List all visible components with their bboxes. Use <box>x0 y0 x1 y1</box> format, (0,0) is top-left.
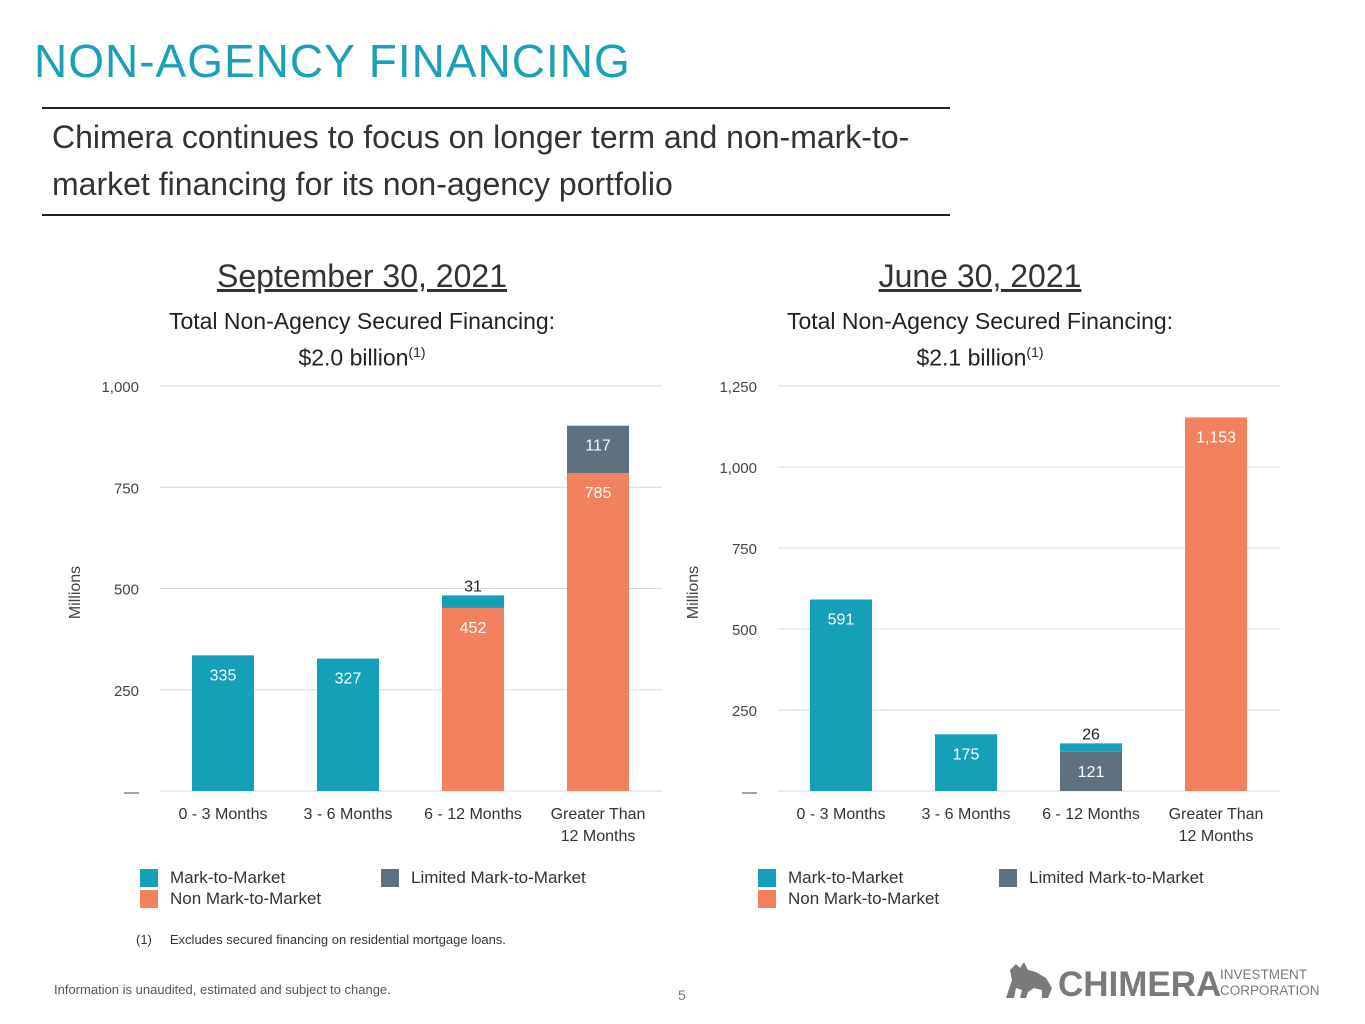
logo-tagline-line1: INVESTMENT <box>1220 967 1307 982</box>
x-tick-label: 3 - 6 Months <box>304 806 393 823</box>
legend-swatch-limited-mark-to-market <box>999 869 1017 887</box>
chart-subtitle-line1: Total Non-Agency Secured Financing: <box>786 308 1174 334</box>
data-label: 121 <box>1078 764 1105 781</box>
y-tick-label: 500 <box>114 582 139 599</box>
chart-june-2021: June 30, 2021 Total Non-Agency Secured F… <box>660 258 1300 858</box>
y-tick-label: 1,000 <box>719 460 757 477</box>
legend-label: Limited Mark-to-Market <box>1029 868 1204 887</box>
legend-item-limited-mark-to-market: Limited Mark-to-Market <box>381 868 586 888</box>
footnote-text: Excludes secured financing on residentia… <box>169 932 506 947</box>
chart-date: June 30, 2021 <box>878 258 1082 294</box>
y-tick-label: 750 <box>732 541 757 558</box>
chart-subtitle: Total Non-Agency Secured Financing: $2.0… <box>42 306 682 374</box>
chart-total: $2.0 billion <box>298 344 409 371</box>
x-tick-label: 3 - 6 Months <box>922 806 1011 823</box>
bar-non-mark-to-market <box>442 607 504 791</box>
y-axis-label: Millions <box>685 566 702 619</box>
x-tick-label: 12 Months <box>561 828 636 845</box>
legend-swatch-non-mark-to-market <box>140 890 158 908</box>
x-tick-label: 6 - 12 Months <box>424 806 522 823</box>
bar-mark-to-market <box>442 595 504 608</box>
legend-item-non-mark-to-market: Non Mark-to-Market <box>758 889 939 909</box>
legend-item-non-mark-to-market: Non Mark-to-Market <box>140 889 321 909</box>
legend-label: Non Mark-to-Market <box>788 889 940 908</box>
bar-mark-to-market <box>935 734 997 791</box>
data-label: 785 <box>585 485 612 502</box>
bar-limited-mark-to-market <box>567 425 629 474</box>
disclaimer: Information is unaudited, estimated and … <box>54 982 391 997</box>
page-title: NON-AGENCY FINANCING <box>34 35 631 87</box>
data-label: 117 <box>585 438 611 455</box>
chart-total: $2.1 billion <box>916 344 1027 371</box>
data-label: 1,153 <box>1196 429 1236 446</box>
y-tick-label: 500 <box>732 622 757 639</box>
bar-mark-to-market <box>1060 743 1122 752</box>
chart-date: September 30, 2021 <box>217 258 507 294</box>
footnote-number: (1) <box>136 932 152 947</box>
chart-september-2021: September 30, 2021 Total Non-Agency Secu… <box>42 258 682 858</box>
bar-limited-mark-to-market <box>1060 751 1122 791</box>
legend-label: Limited Mark-to-Market <box>411 868 586 887</box>
page-subtitle: Chimera continues to focus on longer ter… <box>52 119 910 202</box>
chart-subtitle: Total Non-Agency Secured Financing: $2.1… <box>660 306 1300 374</box>
title-top-rule <box>42 107 950 109</box>
chart-subtitle-line2: $2.0 billion(1) <box>42 337 682 374</box>
legend-swatch-mark-to-market <box>140 869 158 887</box>
x-tick-label: Greater Than <box>1169 806 1264 823</box>
chart-plot: — 250 500 750 1,000 Millions 335 0 - 3 Months 32… <box>67 379 662 845</box>
x-tick-label: 0 - 3 Months <box>179 806 268 823</box>
bar-non-mark-to-market <box>567 473 629 791</box>
legend-swatch-non-mark-to-market <box>758 890 776 908</box>
legend-item-limited-mark-to-market: Limited Mark-to-Market <box>999 868 1204 888</box>
footnote-ref: (1) <box>408 344 426 360</box>
data-label: 26 <box>1082 726 1100 743</box>
legend-label: Mark-to-Market <box>170 868 286 887</box>
data-label: 591 <box>828 612 855 629</box>
y-tick-label: 250 <box>114 683 139 700</box>
footnote: (1) Excludes secured financing on residen… <box>136 932 506 947</box>
y-axis-label: Millions <box>67 566 84 619</box>
x-tick-label: Greater Than <box>551 806 646 823</box>
bar-mark-to-market <box>317 658 379 791</box>
footnote-ref: (1) <box>1026 344 1044 360</box>
bar-non-mark-to-market <box>1185 417 1247 791</box>
data-label: 327 <box>335 671 362 688</box>
chimera-logo: CHIMERA INVESTMENT CORPORATION <box>1006 962 1320 1002</box>
chart-subtitle-line2: $2.1 billion(1) <box>660 337 1300 374</box>
logo-wordmark: CHIMERA <box>1058 965 1221 1002</box>
data-label: 452 <box>460 620 487 637</box>
legend-september-2021: Mark-to-Market Non Mark-to-Market Limite… <box>140 868 740 918</box>
page-number: 5 <box>678 987 686 1003</box>
title-bottom-rule <box>42 214 950 216</box>
x-tick-label: 6 - 12 Months <box>1042 806 1140 823</box>
chart-subtitle-line1: Total Non-Agency Secured Financing: <box>168 308 556 334</box>
x-tick-label: 12 Months <box>1179 828 1254 845</box>
legend-item-mark-to-market: Mark-to-Market <box>758 868 903 888</box>
legend-label: Mark-to-Market <box>788 868 904 887</box>
y-tick-label: 1,000 <box>101 379 139 396</box>
x-tick-label: 0 - 3 Months <box>797 806 886 823</box>
legend-item-mark-to-market: Mark-to-Market <box>140 868 285 888</box>
legend-label: Non Mark-to-Market <box>170 889 322 908</box>
bar-mark-to-market <box>192 655 254 791</box>
data-label: 175 <box>953 746 980 763</box>
chart-plot: — 250 500 750 1,000 1,250 Millions 591 0 - 3 Mon… <box>685 379 1280 845</box>
data-label: 31 <box>464 578 482 595</box>
chimera-creature-icon <box>1006 962 1052 998</box>
y-tick-label: 1,250 <box>719 379 757 396</box>
y-tick-label: 750 <box>114 480 139 497</box>
y-tick-label: 250 <box>732 703 757 720</box>
y-tick-label: — <box>742 784 757 801</box>
data-label: 335 <box>210 667 237 684</box>
legend-swatch-mark-to-market <box>758 869 776 887</box>
legend-june-2021: Mark-to-Market Non Mark-to-Market Limite… <box>758 868 1358 918</box>
logo-tagline-line2: CORPORATION <box>1220 983 1320 998</box>
bar-mark-to-market <box>810 599 872 791</box>
legend-swatch-limited-mark-to-market <box>381 869 399 887</box>
y-tick-label: — <box>124 784 139 801</box>
